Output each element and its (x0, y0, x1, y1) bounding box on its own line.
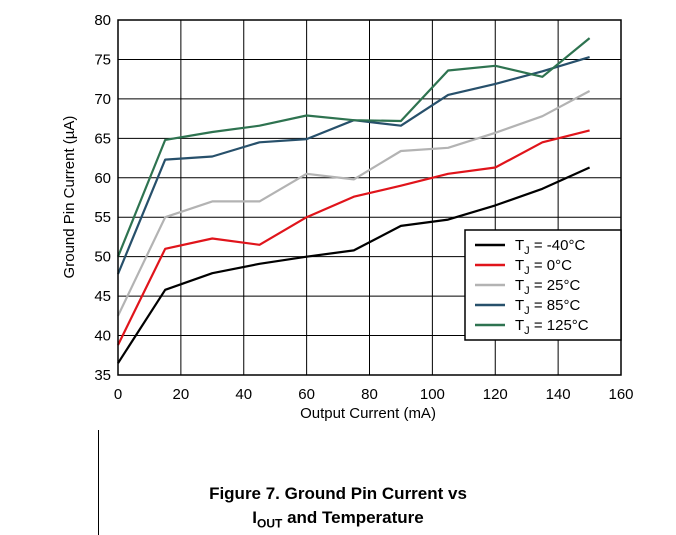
x-tick-label: 20 (173, 386, 190, 403)
ground-pin-current-chart: 0 20 40 60 80 100 120 140 160 35 40 45 50 55 60 65 70 75… (61, 12, 634, 422)
y-tick-label: 55 (94, 209, 111, 226)
x-tick-label: 120 (483, 386, 508, 403)
y-tick-label: 65 (94, 130, 111, 147)
figure-caption-line2: IOUT and Temperature (0, 508, 676, 530)
x-tick-label: 100 (420, 386, 445, 403)
x-tick-label: 40 (235, 386, 252, 403)
caption-rest: and Temperature (282, 508, 424, 527)
legend-label: TJ = 0°C (515, 257, 572, 277)
y-tick-label: 75 (94, 51, 111, 68)
y-tick-label: 45 (94, 288, 111, 305)
x-tick-label: 160 (608, 386, 633, 403)
x-tick-label: 140 (546, 386, 571, 403)
y-tick-label: 60 (94, 170, 111, 187)
x-tick-label: 0 (114, 386, 122, 403)
y-tick-label: 70 (94, 91, 111, 108)
series-lines (116, 37, 591, 364)
x-tick-labels: 0 20 40 60 80 100 120 140 160 (114, 386, 634, 403)
figure-caption-line1: Figure 7. Ground Pin Current vs (209, 484, 467, 503)
plot-frame (117, 19, 622, 376)
x-tick-label: 80 (361, 386, 378, 403)
series-line (117, 166, 591, 364)
y-tick-label: 50 (94, 249, 111, 266)
caption-i: I (252, 508, 257, 527)
page-rule (98, 430, 99, 535)
y-tick-labels: 35 40 45 50 55 60 65 70 75 80 (94, 12, 111, 384)
caption-out-subscript: OUT (257, 516, 283, 531)
legend-label: TJ = -40°C (515, 237, 585, 257)
y-tick-label: 40 (94, 328, 111, 345)
series-line (116, 37, 591, 258)
series-line (117, 90, 591, 317)
x-tick-label: 60 (298, 386, 315, 403)
legend-label: TJ = 85°C (515, 297, 580, 317)
series-line (117, 129, 590, 346)
y-tick-label: 35 (94, 367, 111, 384)
legend: TJ = -40°CTJ = 0°CTJ = 25°CTJ = 85°CTJ =… (464, 229, 622, 341)
x-axis-label: Output Current (mA) (300, 405, 436, 422)
y-tick-label: 80 (94, 12, 111, 29)
legend-label: TJ = 25°C (515, 277, 580, 297)
legend-label: TJ = 125°C (515, 317, 589, 337)
y-axis-label: Ground Pin Current (µA) (61, 116, 78, 279)
